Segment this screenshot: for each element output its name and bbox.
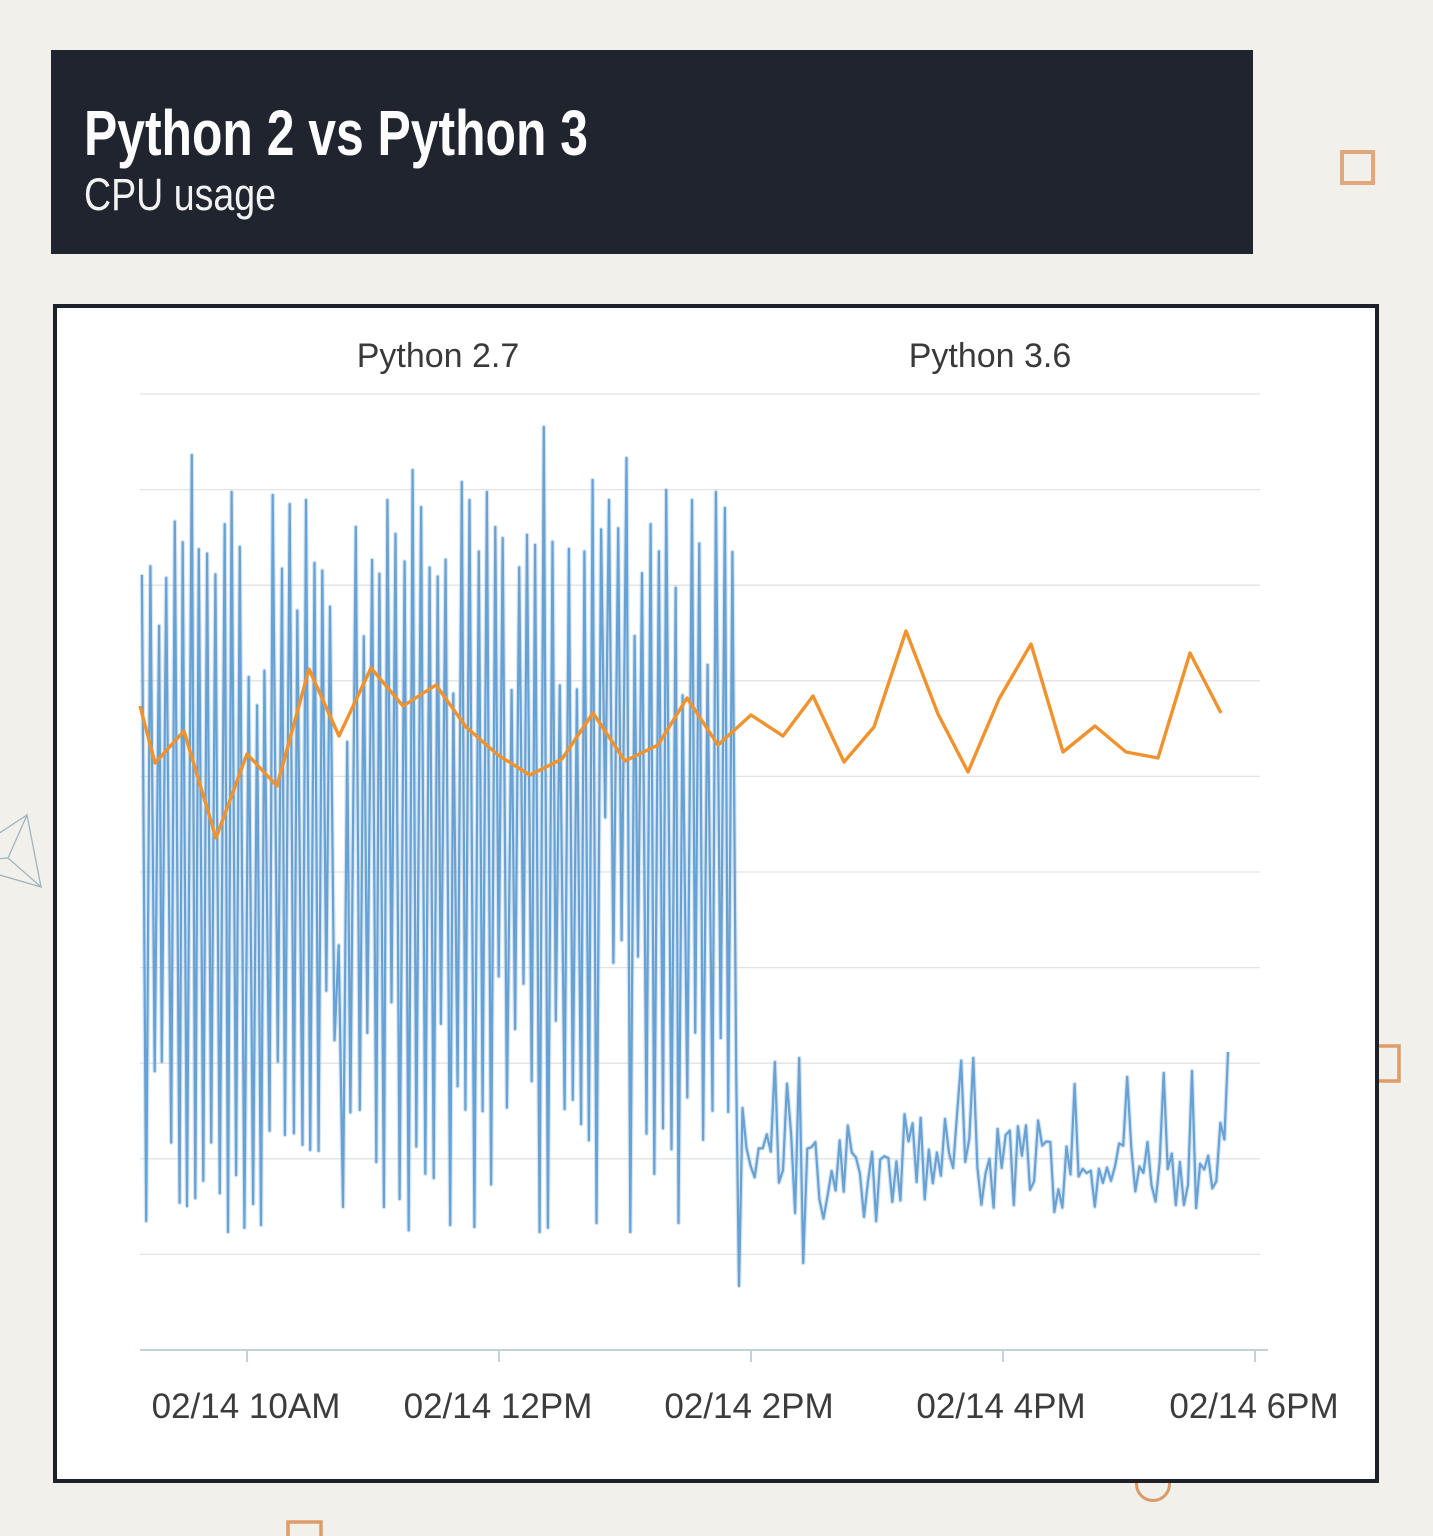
svg-text:Python 2 vs Python 3: Python 2 vs Python 3: [84, 97, 588, 169]
svg-text:02/14 12PM: 02/14 12PM: [404, 1387, 593, 1426]
svg-text:CPU usage: CPU usage: [84, 169, 276, 220]
svg-text:Python 2.7: Python 2.7: [357, 337, 520, 375]
svg-text:02/14 10AM: 02/14 10AM: [152, 1387, 341, 1426]
svg-text:Python 3.6: Python 3.6: [909, 337, 1072, 375]
svg-text:02/14 6PM: 02/14 6PM: [1169, 1387, 1338, 1426]
svg-text:02/14 2PM: 02/14 2PM: [664, 1387, 833, 1426]
svg-text:02/14 4PM: 02/14 4PM: [916, 1387, 1085, 1426]
